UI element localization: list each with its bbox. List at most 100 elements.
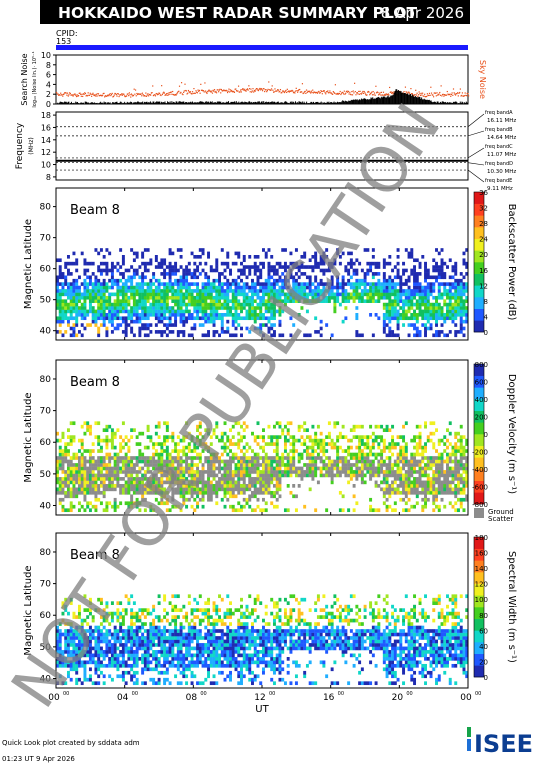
velocity-cell xyxy=(67,494,70,498)
velocity-cell xyxy=(122,470,125,474)
power-cell xyxy=(419,293,422,297)
power-cell xyxy=(421,303,424,307)
sky-noise-point xyxy=(122,95,123,96)
velocity-cell xyxy=(262,428,265,432)
power-cell xyxy=(397,323,400,327)
velocity-cell xyxy=(267,435,270,439)
velocity-cell xyxy=(59,491,62,495)
velocity-cell xyxy=(105,474,108,478)
velocity-cell xyxy=(358,467,361,471)
power-cell xyxy=(147,289,150,293)
power-cell xyxy=(130,330,133,334)
velocity-cell xyxy=(333,467,336,471)
velocity-cell xyxy=(119,467,122,471)
power-cell xyxy=(97,306,100,310)
sky-noise-point xyxy=(262,90,263,91)
velocity-cell xyxy=(284,456,287,460)
velocity-cell xyxy=(265,470,268,474)
power-cell xyxy=(122,316,125,320)
velocity-cell xyxy=(353,508,356,512)
velocity-cell xyxy=(333,460,336,464)
sky-noise-point xyxy=(306,89,307,90)
power-cell xyxy=(108,316,111,320)
sky-noise-point xyxy=(459,92,460,93)
velocity-cell xyxy=(108,477,111,481)
velocity-cell xyxy=(72,474,75,478)
power-cell xyxy=(391,316,394,320)
power-cell xyxy=(83,289,86,293)
power-cell xyxy=(182,320,185,324)
velocity-cell xyxy=(303,421,306,425)
velocity-cell xyxy=(215,491,218,495)
power-cell xyxy=(196,275,199,279)
power-cell xyxy=(130,275,133,279)
power-cell xyxy=(347,293,350,297)
power-cell xyxy=(221,303,224,307)
power-cell xyxy=(105,289,108,293)
power-cell xyxy=(430,289,433,293)
power-cell xyxy=(226,306,229,310)
velocity-cell xyxy=(394,446,397,450)
power-cell xyxy=(125,320,128,324)
power-cell xyxy=(111,286,114,290)
power-cell xyxy=(443,286,446,290)
velocity-cell xyxy=(149,439,152,443)
power-cell xyxy=(207,333,210,337)
power-cell xyxy=(92,262,95,266)
velocity-cell xyxy=(320,460,323,464)
velocity-cell xyxy=(229,494,232,498)
power-cell xyxy=(75,299,78,303)
power-cell xyxy=(221,296,224,300)
power-cell xyxy=(114,306,117,310)
power-cell xyxy=(213,286,216,290)
power-cell xyxy=(394,296,397,300)
power-cell xyxy=(155,286,158,290)
power-cell xyxy=(364,275,367,279)
velocity-cell xyxy=(377,463,380,467)
velocity-cell xyxy=(248,474,251,478)
power-cell xyxy=(243,265,246,269)
power-cell xyxy=(443,262,446,266)
velocity-cell xyxy=(278,474,281,478)
velocity-cell xyxy=(254,435,257,439)
power-cell xyxy=(463,310,466,314)
power-ytick-label: 40 xyxy=(40,327,52,337)
sky-noise-point xyxy=(79,92,80,93)
power-cell xyxy=(177,310,180,314)
power-cell xyxy=(432,310,435,314)
power-cell xyxy=(174,299,177,303)
power-cell xyxy=(67,289,70,293)
velocity-cell xyxy=(276,474,279,478)
power-cell xyxy=(262,262,265,266)
velocity-cell xyxy=(372,474,375,478)
sky-noise-point xyxy=(181,82,182,83)
frequency-band-name: freq bandC xyxy=(485,144,513,150)
velocity-cell xyxy=(229,491,232,495)
power-cell xyxy=(262,248,265,252)
power-cell xyxy=(191,333,194,337)
power-cell xyxy=(224,262,227,266)
sky-noise-point xyxy=(92,94,93,95)
velocity-cell xyxy=(344,460,347,464)
power-cell xyxy=(155,316,158,320)
velocity-cell xyxy=(100,491,103,495)
power-cell xyxy=(380,286,383,290)
power-cell xyxy=(240,289,243,293)
sky-noise-point xyxy=(267,89,268,90)
power-cell xyxy=(97,316,100,320)
velocity-cell xyxy=(276,505,279,509)
power-cell xyxy=(108,310,111,314)
velocity-cell xyxy=(229,470,232,474)
velocity-cell xyxy=(81,477,84,481)
power-cell xyxy=(174,272,177,276)
power-cell xyxy=(61,275,64,279)
sky-noise-point xyxy=(130,96,131,97)
power-cell xyxy=(410,296,413,300)
power-cell xyxy=(97,265,100,269)
velocity-cell xyxy=(405,491,408,495)
sky-noise-point xyxy=(424,94,425,95)
power-cell xyxy=(155,293,158,297)
velocity-cell xyxy=(397,491,400,495)
sky-noise-point xyxy=(351,94,352,95)
velocity-cell xyxy=(303,474,306,478)
